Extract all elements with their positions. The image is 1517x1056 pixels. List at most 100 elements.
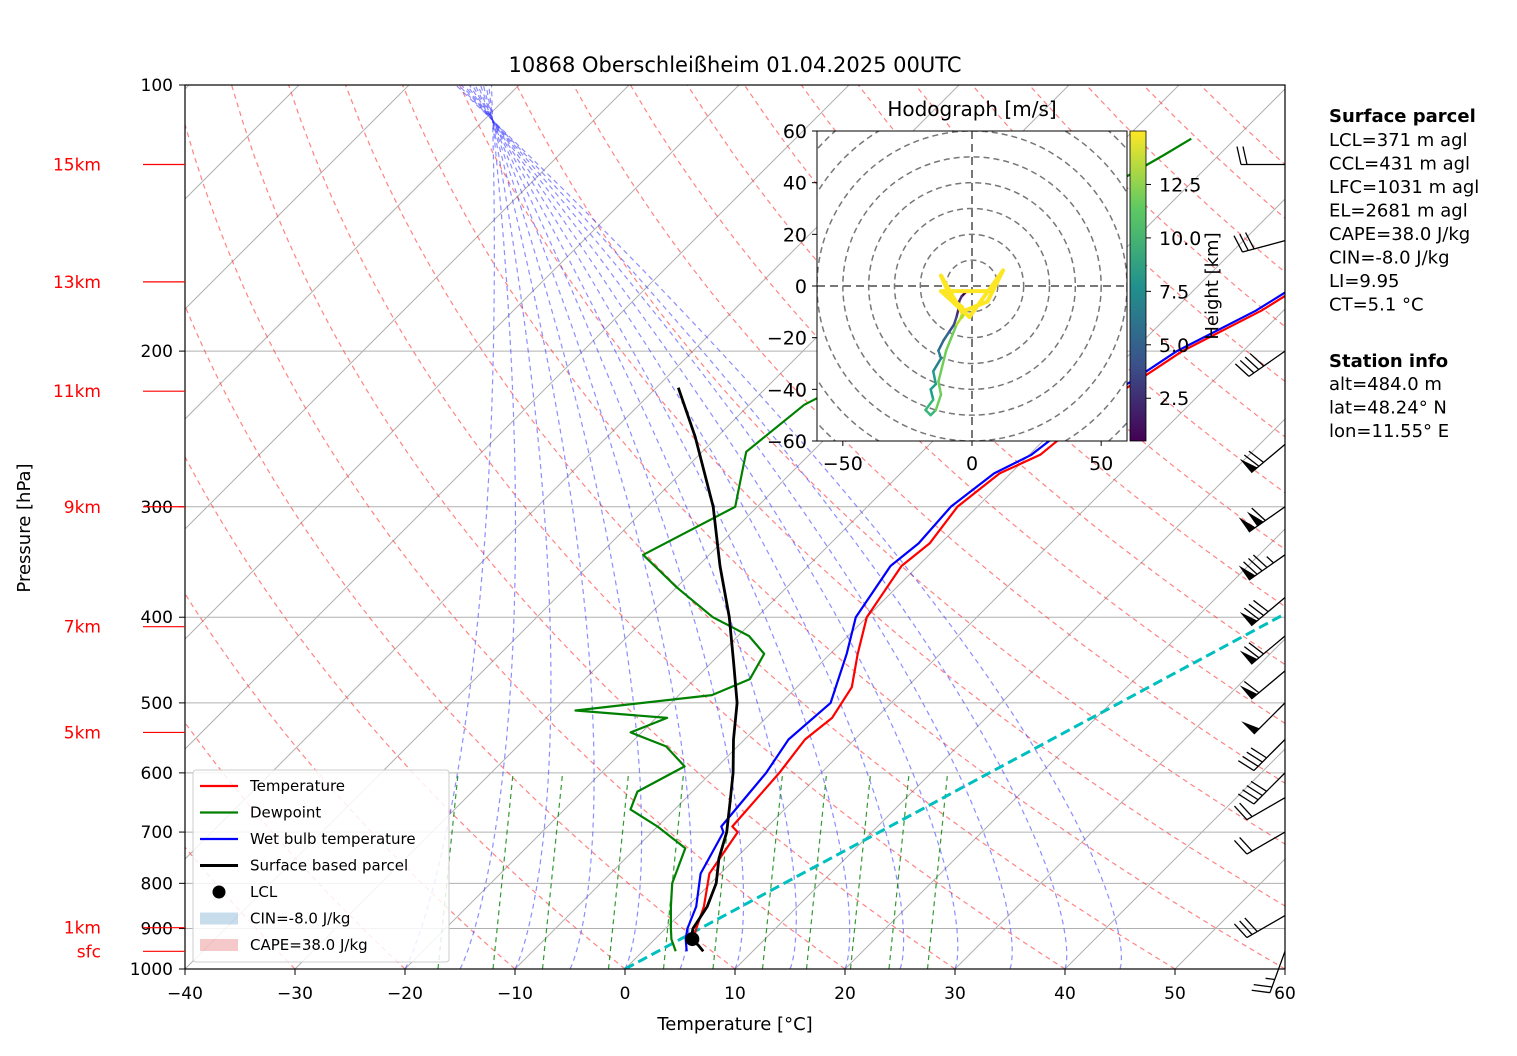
mixing-ratio-line xyxy=(849,772,872,969)
x-tick-label: −30 xyxy=(277,984,313,1004)
colorbar-tick-label: 2.5 xyxy=(1159,388,1189,410)
series-group xyxy=(574,137,1285,969)
wind-barb xyxy=(1234,350,1286,377)
hodograph-ring xyxy=(919,233,1025,339)
y-tick-label: 100 xyxy=(141,76,173,96)
hodograph-segment xyxy=(937,339,945,352)
wind-barb xyxy=(1237,739,1286,772)
barb-pennant xyxy=(1239,458,1258,473)
y-tick-label: 1000 xyxy=(130,960,173,980)
wind-barb xyxy=(1239,670,1286,700)
station-info-line: lat=48.24° N xyxy=(1329,398,1447,419)
colorbar-label: Height [km] xyxy=(1202,232,1223,339)
surface-parcel-line: LCL=371 m agl xyxy=(1329,130,1468,151)
barb-pennant xyxy=(1239,650,1258,665)
moist-adiabat xyxy=(482,85,595,969)
hodograph-segment xyxy=(947,323,956,334)
mixing-ratio-line xyxy=(888,772,910,969)
barb-flag xyxy=(1239,802,1253,818)
barb-flag xyxy=(1249,353,1265,367)
legend-label: LCL xyxy=(250,883,278,901)
legend-entry: CIN=-8.0 J/kg xyxy=(200,910,350,928)
dry-adiabat xyxy=(185,721,406,969)
station-info-line: lon=11.55° E xyxy=(1329,421,1449,442)
legend-label: Dewpoint xyxy=(250,804,321,822)
wind-barb xyxy=(1237,772,1286,805)
barb-flag xyxy=(1250,780,1267,792)
hodograph-ring xyxy=(867,181,1077,391)
barb-flag xyxy=(1243,607,1260,620)
wind-barb xyxy=(1233,831,1286,855)
isotherm xyxy=(185,85,850,750)
barb-staff xyxy=(1250,635,1286,665)
barb-flag xyxy=(1243,454,1260,467)
colorbar-tick-label: 7.5 xyxy=(1159,281,1189,303)
x-tick-label: 30 xyxy=(944,984,966,1004)
y-tick-label: 500 xyxy=(141,694,173,714)
moist-adiabat xyxy=(485,85,552,969)
wind-barb xyxy=(1238,506,1286,533)
y-tick-label: 900 xyxy=(141,920,173,940)
hodograph-y-tick-label: −60 xyxy=(767,431,807,453)
isotherm xyxy=(1064,748,1285,969)
hodograph-segment xyxy=(942,331,950,342)
hodograph-segment xyxy=(967,268,1005,319)
dry-adiabat xyxy=(185,304,736,969)
legend-label: CIN=-8.0 J/kg xyxy=(250,910,350,928)
barb-flag xyxy=(1233,923,1248,938)
barb-pennant xyxy=(1238,565,1256,581)
hodograph-segment xyxy=(952,315,958,326)
moist-adiabat xyxy=(466,85,905,969)
hodograph-ring xyxy=(842,156,1102,416)
y-tick-label: 800 xyxy=(141,874,173,894)
station-info-title: Station info xyxy=(1329,351,1448,372)
legend-swatch-patch xyxy=(200,939,238,951)
x-axis-label: Temperature [°C] xyxy=(656,1014,812,1035)
legend-box xyxy=(192,769,450,963)
barb-flag xyxy=(1242,146,1248,165)
barb-flag xyxy=(1248,603,1264,617)
series-line-surface-based-parcel xyxy=(676,387,739,953)
barb-flag xyxy=(1253,983,1273,988)
dry-adiabat xyxy=(572,85,1285,784)
x-tick-label: 20 xyxy=(834,984,856,1004)
barb-flag xyxy=(1239,359,1255,374)
x-tick-label: 40 xyxy=(1054,984,1076,1004)
moist-adiabat xyxy=(463,85,959,969)
surface-parcel-line: CCL=431 m agl xyxy=(1329,154,1470,175)
wind-barb xyxy=(1236,146,1285,166)
isotherm xyxy=(514,198,1285,969)
x-tick-label: −20 xyxy=(387,984,423,1004)
series-line-wet-bulb-temperature xyxy=(684,291,1285,952)
isotherm xyxy=(185,85,410,310)
surface-parcel-title: Surface parcel xyxy=(1329,106,1476,127)
moist-adiabat xyxy=(458,85,1068,969)
wind-barb xyxy=(1241,702,1286,735)
dry-adiabat xyxy=(185,455,626,969)
hodograph-x-tick-label: 0 xyxy=(966,453,978,475)
legend-entry: Dewpoint xyxy=(200,804,321,822)
barb-flag xyxy=(1233,235,1244,253)
barb-flag xyxy=(1243,561,1258,575)
height-label: 13km xyxy=(53,273,101,293)
hodograph-segment xyxy=(924,398,935,412)
barb-pennant xyxy=(1238,517,1256,533)
legend-entry: Temperature xyxy=(200,777,345,795)
wind-barb xyxy=(1239,635,1286,665)
hodograph-y-tick-label: −40 xyxy=(767,379,807,401)
wind-barb xyxy=(1251,951,1286,994)
barb-flag xyxy=(1239,920,1253,935)
barb-flag xyxy=(1244,356,1260,370)
y-tick-label: 300 xyxy=(141,498,173,518)
colorbar-tick-label: 10.0 xyxy=(1159,228,1201,250)
info-panel: Surface parcel LCL=371 m agl CCL=431 m ag… xyxy=(1329,106,1479,442)
hodograph-y-tick-label: 0 xyxy=(795,276,807,298)
y-tick-label: 600 xyxy=(141,764,173,784)
wind-barb xyxy=(1233,232,1286,253)
isotherm xyxy=(185,85,520,420)
barb-flag xyxy=(1239,837,1253,852)
barb-flag xyxy=(1251,989,1271,994)
mixing-ratio-line xyxy=(761,772,784,969)
barb-staff xyxy=(1250,443,1286,474)
barb-staff xyxy=(1253,772,1286,805)
